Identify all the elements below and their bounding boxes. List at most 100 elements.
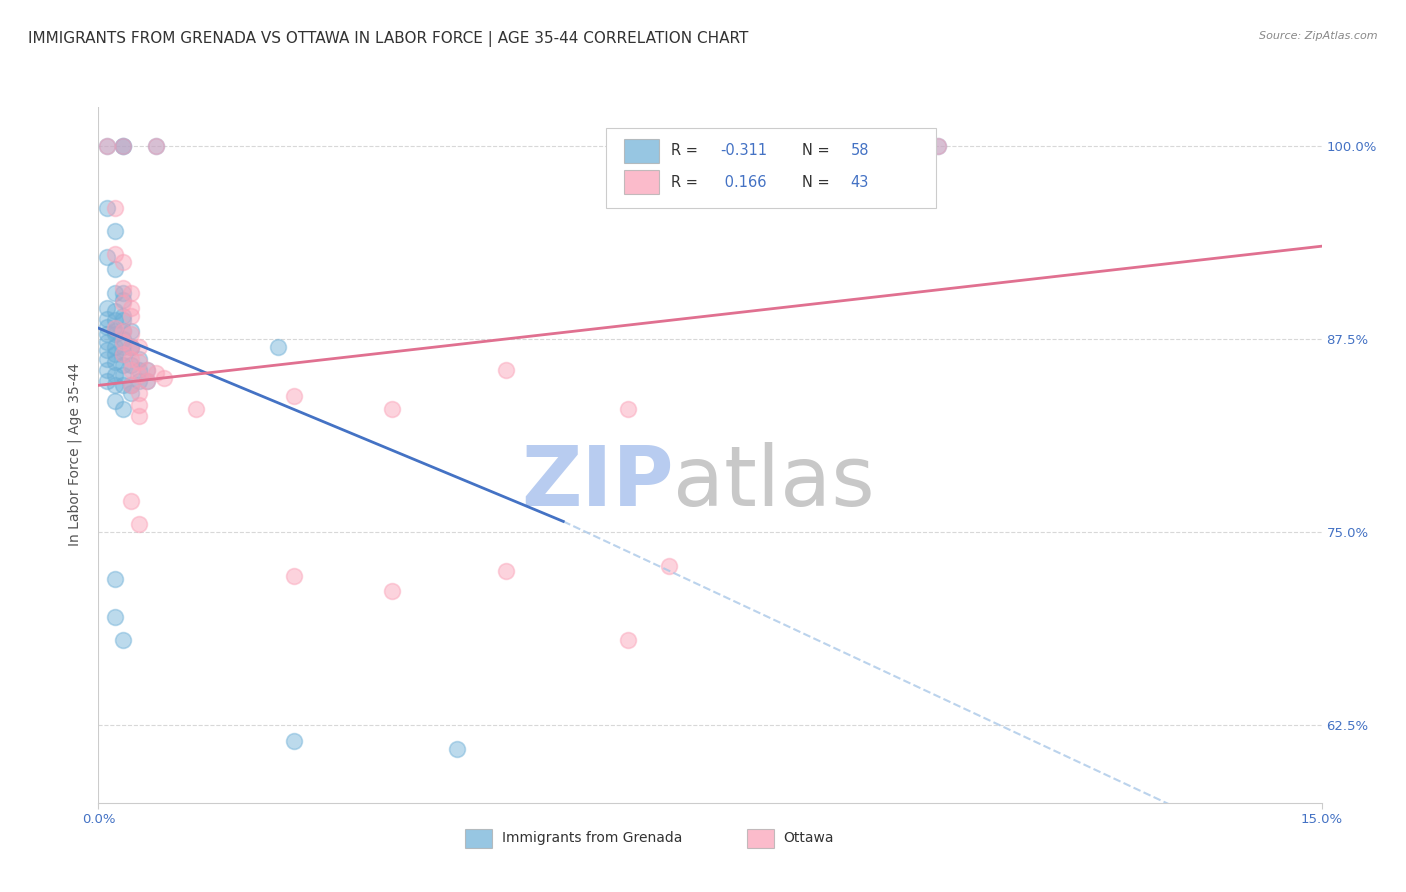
Text: -0.311: -0.311 xyxy=(720,144,766,159)
Point xyxy=(128,517,150,532)
Text: 0.166: 0.166 xyxy=(720,175,766,190)
Point xyxy=(120,378,142,392)
Point xyxy=(267,340,290,354)
Point xyxy=(495,363,517,377)
Point xyxy=(120,340,142,354)
Point xyxy=(96,250,118,264)
Point xyxy=(111,281,134,295)
Point xyxy=(104,327,127,342)
Text: R =: R = xyxy=(671,175,703,190)
Point xyxy=(120,340,142,354)
Text: N =: N = xyxy=(801,175,834,190)
Point xyxy=(96,343,118,357)
Point xyxy=(120,363,142,377)
Point xyxy=(128,386,150,401)
Point xyxy=(381,401,404,416)
Point xyxy=(111,138,134,153)
Bar xyxy=(624,139,658,162)
FancyBboxPatch shape xyxy=(606,128,936,208)
Text: N =: N = xyxy=(801,144,834,159)
Text: Immigrants from Grenada: Immigrants from Grenada xyxy=(502,831,682,846)
Point xyxy=(120,386,142,401)
Point xyxy=(111,138,134,153)
Point xyxy=(120,352,142,367)
Point xyxy=(96,201,118,215)
Point xyxy=(96,319,118,334)
Point xyxy=(104,393,127,408)
Point xyxy=(111,293,134,308)
Text: R =: R = xyxy=(671,144,703,159)
Point xyxy=(104,347,127,361)
Point xyxy=(111,313,134,327)
Point xyxy=(111,347,134,361)
Point xyxy=(120,494,142,508)
Point xyxy=(120,340,142,354)
Point xyxy=(96,374,118,388)
Text: ZIP: ZIP xyxy=(520,442,673,524)
Point xyxy=(617,401,640,416)
Point xyxy=(111,378,134,392)
Point xyxy=(111,401,134,416)
Point xyxy=(283,568,305,582)
Point xyxy=(96,138,118,153)
Point xyxy=(111,324,134,338)
Text: IMMIGRANTS FROM GRENADA VS OTTAWA IN LABOR FORCE | AGE 35-44 CORRELATION CHART: IMMIGRANTS FROM GRENADA VS OTTAWA IN LAB… xyxy=(28,31,748,47)
Point xyxy=(495,564,517,578)
Point xyxy=(136,374,159,388)
Text: Ottawa: Ottawa xyxy=(783,831,834,846)
Point xyxy=(96,301,118,315)
Point xyxy=(96,327,118,342)
Point xyxy=(283,734,305,748)
Point xyxy=(111,138,134,153)
Point xyxy=(104,304,127,318)
Text: Source: ZipAtlas.com: Source: ZipAtlas.com xyxy=(1260,31,1378,41)
Y-axis label: In Labor Force | Age 35-44: In Labor Force | Age 35-44 xyxy=(67,363,83,547)
Bar xyxy=(747,829,773,848)
Point xyxy=(111,324,134,338)
Point xyxy=(104,285,127,300)
Point xyxy=(927,138,949,153)
Point xyxy=(104,610,127,624)
Point xyxy=(104,368,127,382)
Point xyxy=(128,363,150,377)
Point xyxy=(128,399,150,413)
Point xyxy=(104,262,127,277)
Point xyxy=(111,358,134,372)
Point xyxy=(111,332,134,346)
Point xyxy=(128,340,150,354)
Point xyxy=(104,313,127,327)
Point xyxy=(120,327,142,342)
Point xyxy=(927,138,949,153)
Bar xyxy=(465,829,492,848)
Point xyxy=(111,309,134,323)
Point xyxy=(381,584,404,599)
Point xyxy=(128,352,150,367)
Point xyxy=(617,633,640,648)
Point xyxy=(120,324,142,338)
Point xyxy=(104,355,127,369)
Point xyxy=(120,358,142,372)
Bar xyxy=(624,170,658,194)
Point xyxy=(145,138,167,153)
Point xyxy=(96,363,118,377)
Point xyxy=(136,363,159,377)
Point xyxy=(96,334,118,349)
Point xyxy=(96,352,118,367)
Point xyxy=(128,374,150,388)
Point xyxy=(104,224,127,238)
Point xyxy=(152,370,174,384)
Point xyxy=(111,347,134,361)
Text: 58: 58 xyxy=(851,144,869,159)
Point xyxy=(104,201,127,215)
Point xyxy=(111,285,134,300)
Point xyxy=(111,368,134,382)
Point xyxy=(128,409,150,424)
Point xyxy=(104,572,127,586)
Point xyxy=(120,285,142,300)
Point xyxy=(128,355,150,369)
Point xyxy=(658,559,681,574)
Point xyxy=(111,334,134,349)
Point xyxy=(120,309,142,323)
Text: atlas: atlas xyxy=(673,442,875,524)
Point xyxy=(104,321,127,335)
